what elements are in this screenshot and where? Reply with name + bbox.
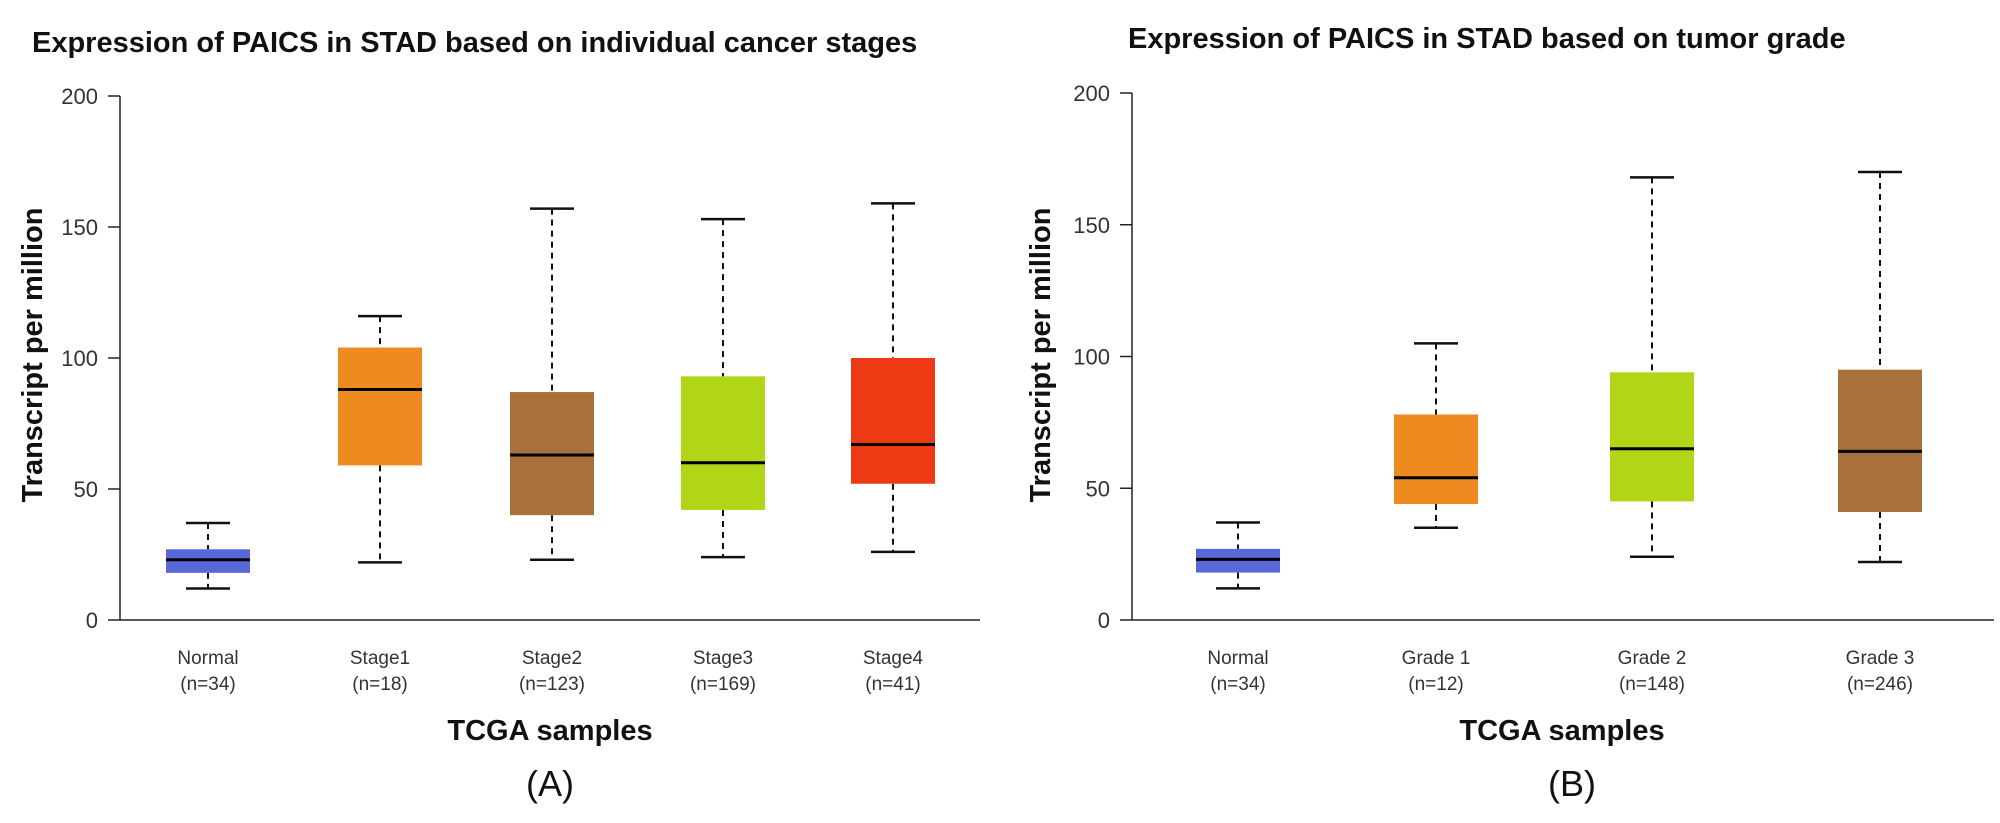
y-tick-label: 200 bbox=[61, 84, 98, 109]
x-category-count: (n=34) bbox=[1210, 674, 1265, 695]
y-tick-label: 0 bbox=[86, 608, 98, 633]
y-tick-label: 150 bbox=[1073, 213, 1110, 238]
iqr-box bbox=[851, 358, 935, 484]
x-category-label: Stage4 bbox=[863, 648, 924, 669]
y-axis-label: Transcript per million bbox=[1025, 208, 1057, 503]
y-tick-label: 50 bbox=[74, 477, 98, 502]
x-category-label: Grade 1 bbox=[1402, 648, 1471, 669]
box-grade-1 bbox=[1394, 342, 1478, 530]
x-category-label: Stage2 bbox=[522, 648, 582, 669]
x-category-count: (n=18) bbox=[352, 674, 407, 695]
box-stage3 bbox=[681, 217, 765, 559]
boxes bbox=[166, 202, 935, 590]
y-tick-label: 200 bbox=[1073, 81, 1110, 106]
x-category-count: (n=246) bbox=[1847, 674, 1913, 695]
x-category-label: Stage3 bbox=[693, 648, 753, 669]
box-normal bbox=[1196, 521, 1280, 590]
x-axis-label: TCGA samples bbox=[447, 715, 652, 747]
x-category-label: Grade 3 bbox=[1846, 648, 1915, 669]
chart-title: Expression of PAICS in STAD based on ind… bbox=[32, 27, 917, 59]
x-category-count: (n=123) bbox=[519, 674, 585, 695]
y-tick-label: 0 bbox=[1098, 608, 1110, 633]
chart-panel-b: Expression of PAICS in STAD based on tum… bbox=[1025, 23, 1994, 804]
y-tick-label: 150 bbox=[61, 215, 98, 240]
x-category-label: Grade 2 bbox=[1618, 648, 1687, 669]
x-category-count: (n=34) bbox=[180, 674, 235, 695]
boxes bbox=[1196, 170, 1922, 590]
x-category-count: (n=169) bbox=[690, 674, 756, 695]
x-category-label: Stage1 bbox=[350, 648, 410, 669]
panel-label: (A) bbox=[526, 763, 574, 804]
x-category-count: (n=41) bbox=[865, 674, 920, 695]
x-category-label: Normal bbox=[177, 648, 238, 669]
y-tick-label: 100 bbox=[61, 346, 98, 371]
x-category-count: (n=148) bbox=[1619, 674, 1685, 695]
chart-title: Expression of PAICS in STAD based on tum… bbox=[1128, 23, 1846, 55]
y-axis-label: Transcript per million bbox=[17, 208, 49, 503]
chart-panel-a: Expression of PAICS in STAD based on ind… bbox=[17, 27, 980, 804]
y-tick-label: 100 bbox=[1073, 345, 1110, 370]
iqr-box bbox=[1838, 369, 1922, 512]
y-tick-label: 50 bbox=[1086, 476, 1110, 501]
box-stage4 bbox=[851, 202, 935, 554]
box-grade-3 bbox=[1838, 170, 1922, 564]
x-category-label: Normal bbox=[1207, 648, 1268, 669]
iqr-box bbox=[338, 347, 422, 466]
box-stage1 bbox=[338, 314, 422, 564]
box-normal bbox=[166, 521, 250, 590]
box-stage2 bbox=[510, 207, 594, 561]
x-categories: Normal (n=34) Stage1 (n=18) Stage2 (n=123) Sta… bbox=[177, 648, 923, 695]
y-ticks: 0 50 100 150 200 bbox=[1073, 81, 1132, 633]
x-category-count: (n=12) bbox=[1408, 674, 1463, 695]
y-ticks: 0 50 100 150 200 bbox=[61, 84, 120, 633]
iqr-box bbox=[1610, 372, 1694, 502]
box-grade-2 bbox=[1610, 176, 1694, 559]
iqr-box bbox=[1394, 414, 1478, 505]
x-categories: Normal (n=34) Grade 1 (n=12) Grade 2 (n=148) G… bbox=[1207, 648, 1914, 695]
panel-label: (B) bbox=[1548, 763, 1596, 804]
x-axis-label: TCGA samples bbox=[1459, 715, 1664, 747]
iqr-box bbox=[681, 376, 765, 510]
